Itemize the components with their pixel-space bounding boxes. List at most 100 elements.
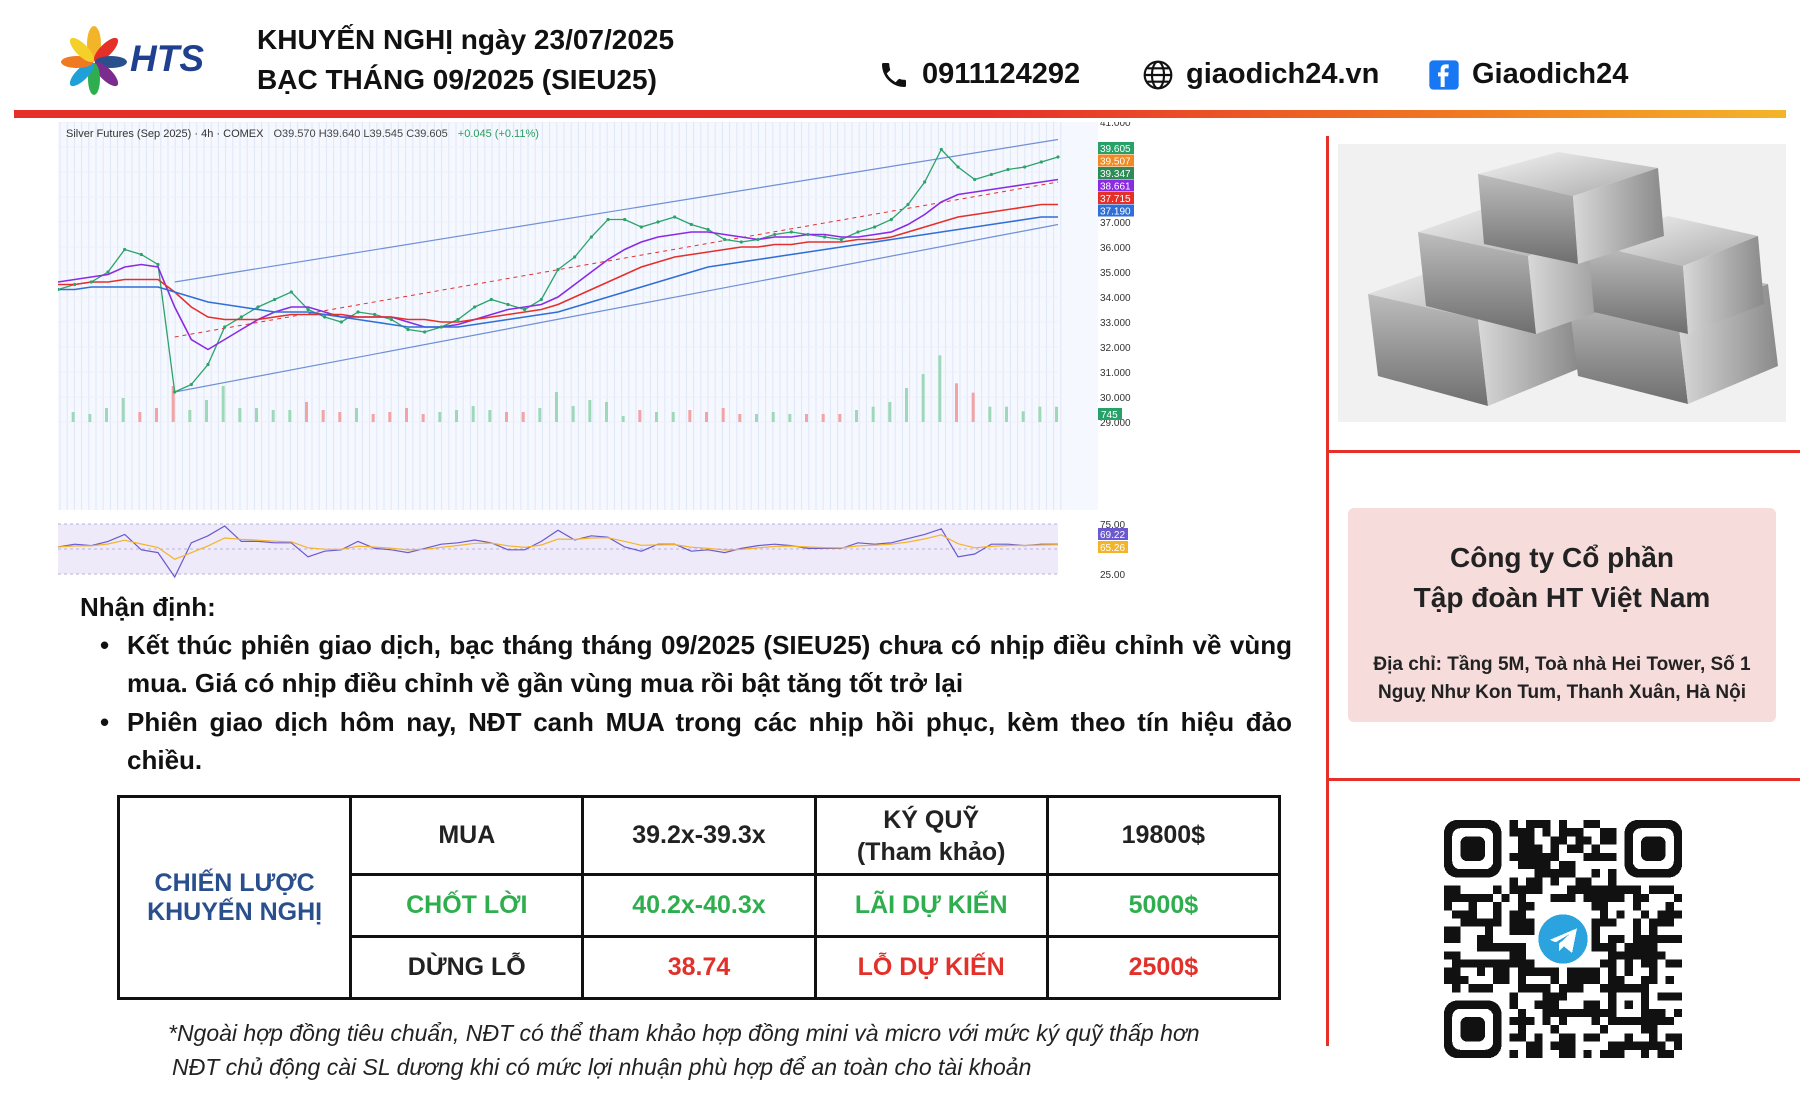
price-point [973, 177, 977, 182]
qr-module [1632, 926, 1641, 935]
qr-module [1452, 926, 1461, 935]
qr-module [1509, 951, 1518, 960]
qr-module [1542, 1016, 1551, 1026]
qr-module [1501, 943, 1510, 952]
qr-module [1460, 975, 1469, 985]
price-point [489, 297, 493, 302]
header-divider [14, 110, 1786, 118]
volume-bar [405, 408, 408, 422]
volume-bar [605, 402, 608, 422]
chart-symbol: Silver Futures (Sep 2025) · 4h · COMEX [66, 128, 264, 140]
facebook-contact[interactable]: Giaodich24 [1428, 58, 1628, 91]
rsi-tag [1098, 541, 1128, 553]
qr-module [1517, 967, 1527, 976]
qr-module [1657, 934, 1666, 944]
qr-module [1517, 902, 1527, 911]
qr-module [1534, 820, 1543, 829]
website-contact[interactable]: giaodich24.vn [1142, 58, 1379, 91]
qr-module [1583, 852, 1592, 862]
qr-module [1567, 885, 1576, 894]
qr-module [1649, 918, 1658, 927]
qr-module [1468, 902, 1477, 911]
price-point [706, 227, 710, 232]
volume-bar [1021, 411, 1025, 422]
volume-bar [888, 402, 892, 422]
volume-bar [371, 414, 375, 422]
price-tag-label: 39.605 [1100, 144, 1131, 155]
volume-bar [138, 412, 142, 422]
rsi-tag [1098, 528, 1128, 540]
qr-module [1534, 967, 1543, 976]
qr-module [1558, 992, 1568, 1001]
qr-module [1550, 1025, 1559, 1034]
footnote: *Ngoài hợp đồng tiêu chuẩn, NĐT có thể t… [168, 1020, 1200, 1046]
price-point [539, 297, 543, 302]
qr-module [1599, 1008, 1609, 1017]
analysis-bullet: • Kết thúc phiên giao dịch, bạc tháng th… [100, 626, 1292, 702]
qr-module [1649, 934, 1658, 944]
qr-module [1575, 1008, 1584, 1017]
qr-module [1509, 959, 1518, 968]
qr-module [1526, 852, 1535, 862]
qr-module [1599, 959, 1609, 968]
qr-module [1599, 943, 1609, 952]
price-point [273, 297, 277, 302]
qr-module [1526, 1049, 1535, 1058]
qr-module [1526, 820, 1535, 829]
qr-finder-top-left [1444, 820, 1502, 878]
y-tick-label: 33.000 [1100, 318, 1131, 329]
qr-module [1476, 918, 1486, 927]
qr-module [1526, 844, 1535, 853]
qr-module [1640, 934, 1650, 944]
y-tick-label: 36.000 [1100, 243, 1131, 254]
qr-module [1452, 959, 1461, 968]
phone-contact[interactable]: 0911124292 [878, 58, 1080, 91]
qr-module [1526, 1016, 1535, 1026]
qr-module [1640, 893, 1650, 903]
price-point [639, 225, 643, 229]
stop-loss-price: 38.74 [581, 935, 817, 1000]
volume-bar [305, 402, 308, 422]
qr-module [1550, 1008, 1559, 1017]
qr-module [1493, 910, 1502, 919]
qr-module [1624, 951, 1633, 960]
telegram-qr-code[interactable] [1444, 820, 1682, 1058]
qr-module [1575, 967, 1584, 976]
strategy-label-line1: CHIẾN LƯỢC [154, 868, 315, 897]
qr-finder-top-right [1624, 820, 1682, 878]
price-point [923, 180, 927, 184]
qr-module [1657, 885, 1666, 894]
volume-bar [288, 410, 292, 422]
volume-bar [88, 414, 92, 422]
qr-module [1567, 828, 1576, 837]
price-tag-label: 38.661 [1100, 182, 1131, 193]
volume-bar [705, 412, 708, 422]
qr-module [1534, 1049, 1543, 1058]
qr-module [1640, 1025, 1650, 1034]
qr-module [1673, 910, 1682, 919]
volume-tag [1098, 408, 1122, 420]
qr-module [1608, 852, 1617, 862]
volume-bar [388, 412, 392, 422]
buy-label: MUA [349, 795, 585, 876]
qr-module [1501, 959, 1510, 968]
stop-loss-label: DỪNG LỖ [349, 935, 585, 1000]
analysis-bullet: • Phiên giao dịch hôm nay, NĐT canh MUA … [100, 703, 1292, 779]
volume-bar [188, 410, 192, 422]
qr-module [1624, 967, 1633, 976]
qr-module [1493, 918, 1502, 927]
qr-module [1599, 1025, 1609, 1034]
qr-module [1485, 943, 1494, 952]
rsi-signal-line [58, 534, 1059, 560]
qr-module [1608, 893, 1617, 903]
price-point [756, 237, 760, 242]
qr-module [1444, 934, 1453, 944]
qr-module [1608, 828, 1617, 837]
analysis-bullet-text: Phiên giao dịch hôm nay, NĐT canh MUA tr… [127, 707, 1292, 775]
qr-module [1657, 951, 1666, 960]
qr-module [1649, 943, 1658, 952]
qr-module [1476, 893, 1486, 903]
qr-module [1575, 844, 1584, 853]
qr-module [1476, 934, 1486, 944]
qr-module [1616, 1041, 1625, 1050]
